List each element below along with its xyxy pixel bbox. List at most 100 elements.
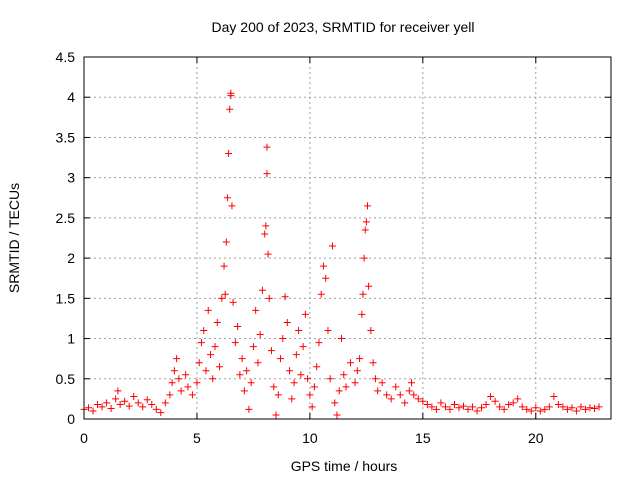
data-point (238, 355, 246, 363)
y-tick-label: 1 (67, 331, 75, 347)
data-point (568, 404, 576, 412)
data-point (152, 405, 160, 413)
y-tick-label: 2 (67, 250, 75, 266)
data-point (545, 403, 553, 411)
data-point (362, 218, 370, 226)
data-point (85, 404, 93, 412)
data-point (134, 399, 142, 407)
data-point (157, 409, 165, 417)
data-point (365, 282, 373, 290)
data-point (319, 262, 327, 270)
data-point (361, 226, 369, 234)
x-tick-label: 5 (193, 430, 201, 446)
y-tick-label: 3 (67, 170, 75, 186)
grid (84, 57, 611, 419)
data-point (387, 395, 395, 403)
data-point (469, 403, 477, 411)
data-point (107, 405, 115, 413)
data-point (195, 359, 203, 367)
data-point (125, 402, 133, 410)
data-point (277, 355, 285, 363)
data-point (209, 375, 217, 383)
data-point (536, 407, 544, 415)
data-point (369, 359, 377, 367)
data-point (193, 379, 201, 387)
data-point (371, 375, 379, 383)
data-point (500, 405, 508, 413)
data-point (89, 407, 97, 415)
data-point (313, 363, 321, 371)
data-point (359, 290, 367, 298)
y-tick-label: 1.5 (56, 290, 76, 306)
data-point (175, 375, 183, 383)
data-point (292, 351, 300, 359)
data-point (173, 355, 181, 363)
data-point (116, 401, 124, 409)
data-point (335, 387, 343, 395)
plot-frame (83, 56, 612, 420)
data-point (213, 318, 221, 326)
y-tick-label: 3.5 (56, 129, 76, 145)
data-point (161, 399, 169, 407)
data-point (225, 150, 233, 158)
data-point (288, 395, 296, 403)
data-point (374, 387, 382, 395)
data-point (432, 405, 440, 413)
data-point (342, 383, 350, 391)
data-point (459, 402, 467, 410)
data-point (581, 405, 589, 413)
data-point (532, 404, 540, 412)
y-axis: 0 0.5 1 1.5 2 2.5 3 3.5 4 4.5 (56, 49, 611, 427)
data-point (351, 379, 359, 387)
data-point (200, 327, 208, 335)
data-point (591, 405, 599, 413)
data-point (446, 405, 454, 413)
data-point (231, 339, 239, 347)
data-point (228, 202, 236, 210)
data-point (356, 355, 364, 363)
data-point (396, 391, 404, 399)
data-point (455, 404, 463, 412)
data-point (254, 359, 262, 367)
data-point (226, 105, 234, 113)
data-point (114, 387, 122, 395)
data-point (262, 222, 270, 230)
x-tick-label: 10 (302, 430, 318, 446)
data-point (541, 405, 549, 413)
data-point (103, 399, 111, 407)
data-point (414, 395, 422, 403)
data-point (340, 371, 348, 379)
data-point (229, 298, 237, 306)
data-point (563, 405, 571, 413)
y-tick-label: 0.5 (56, 371, 76, 387)
data-point (177, 387, 185, 395)
data-point (247, 379, 255, 387)
data-point (139, 403, 147, 411)
data-point (333, 411, 341, 419)
data-point (322, 274, 330, 282)
data-point (234, 322, 242, 330)
data-point (324, 327, 332, 335)
data-point (482, 401, 490, 409)
x-axis: 0 5 10 15 20 (80, 57, 544, 446)
data-point (550, 392, 558, 400)
data-point (227, 89, 235, 97)
data-point (383, 391, 391, 399)
data-point (270, 383, 278, 391)
data-point (143, 396, 151, 404)
data-point (148, 401, 156, 409)
data-point (577, 403, 585, 411)
data-point (527, 407, 535, 415)
data-point (554, 401, 562, 409)
data-point (188, 391, 196, 399)
data-point (258, 286, 266, 294)
data-point (331, 399, 339, 407)
data-point (184, 383, 192, 391)
data-point (523, 405, 531, 413)
data-point (202, 367, 210, 375)
data-point (121, 397, 129, 405)
data-point (509, 399, 517, 407)
data-point (249, 343, 257, 351)
data-point (308, 403, 316, 411)
data-point (281, 293, 289, 301)
